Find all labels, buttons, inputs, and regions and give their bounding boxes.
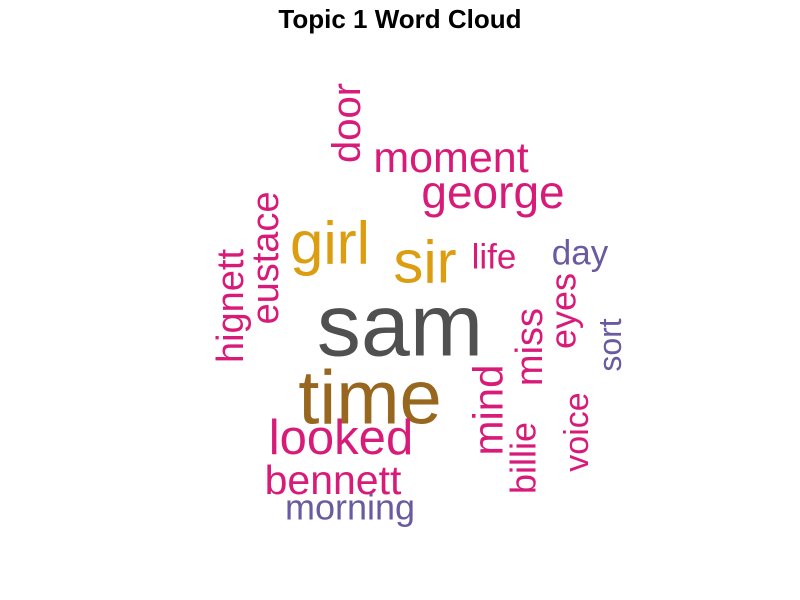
word-eyes: eyes bbox=[543, 273, 584, 349]
word-sort: sort bbox=[592, 318, 628, 371]
word-mind: mind bbox=[465, 364, 512, 455]
word-moment: moment bbox=[373, 134, 528, 182]
word-day: day bbox=[552, 234, 609, 273]
word-hignett: hignett bbox=[210, 249, 252, 364]
word-bennett: bennett bbox=[265, 457, 402, 503]
word-miss: miss bbox=[509, 308, 551, 386]
word-sir: sir bbox=[393, 229, 456, 296]
word-voice: voice bbox=[558, 392, 596, 471]
word-eustace: eustace bbox=[245, 191, 287, 324]
word-life: life bbox=[472, 238, 517, 277]
word-morning: morning bbox=[285, 487, 415, 528]
word-time: time bbox=[298, 356, 442, 441]
word-girl: girl bbox=[290, 210, 370, 277]
word-george: george bbox=[421, 166, 564, 218]
chart-title: Topic 1 Word Cloud bbox=[278, 4, 522, 34]
word-sam: sam bbox=[317, 276, 483, 375]
word-looked: looked bbox=[269, 411, 413, 465]
word-door: door bbox=[325, 83, 369, 163]
word-billie: billie bbox=[503, 422, 544, 494]
